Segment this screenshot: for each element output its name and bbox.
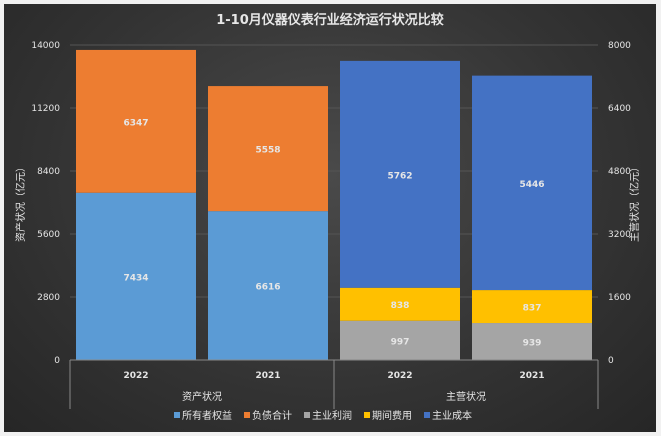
legend-swatch bbox=[244, 412, 250, 418]
bar-所有者权益 bbox=[76, 192, 196, 360]
data-label: 5446 bbox=[519, 180, 544, 190]
bar-期间费用 bbox=[472, 290, 592, 324]
legend-swatch bbox=[174, 412, 180, 418]
legend-item: 主业利润 bbox=[312, 409, 352, 422]
y-left-tick-label: 0 bbox=[54, 356, 60, 366]
bar-负债合计 bbox=[208, 86, 328, 212]
y-right-tick-label: 8000 bbox=[608, 41, 631, 51]
x-category-label: 2021 bbox=[255, 371, 280, 381]
data-label: 939 bbox=[523, 339, 542, 349]
data-label: 6347 bbox=[123, 118, 148, 128]
x-group-label: 资产状况 bbox=[182, 390, 222, 403]
y-right-tick-label: 4800 bbox=[608, 167, 631, 177]
bar-所有者权益 bbox=[208, 211, 328, 360]
y-right-tick-label: 0 bbox=[608, 356, 614, 366]
legend-item: 负债合计 bbox=[252, 409, 292, 422]
y-axis-left-label: 资产状况（亿元） bbox=[14, 162, 27, 242]
x-category-label: 2021 bbox=[519, 371, 544, 381]
legend-item: 主业成本 bbox=[432, 409, 472, 422]
y-right-tick-label: 6400 bbox=[608, 104, 631, 114]
bar-主业利润 bbox=[472, 323, 592, 360]
y-left-tick-label: 5600 bbox=[37, 230, 60, 240]
legend-swatch bbox=[304, 412, 310, 418]
data-label: 837 bbox=[523, 304, 542, 314]
chart-area: 1-10月仪器仪表行业经济运行状况比较 资产状况（亿元） 主营状况（亿元） 74… bbox=[4, 4, 656, 432]
y-left-tick-label: 2800 bbox=[37, 293, 60, 303]
y-left-tick-label: 8400 bbox=[37, 167, 60, 177]
legend-swatch bbox=[424, 412, 430, 418]
y-right-tick-label: 3200 bbox=[608, 230, 631, 240]
x-category-label: 2022 bbox=[123, 371, 148, 381]
data-label: 838 bbox=[391, 301, 410, 311]
data-label: 997 bbox=[391, 337, 410, 347]
y-left-tick-label: 11200 bbox=[31, 104, 60, 114]
data-label: 5762 bbox=[387, 171, 412, 181]
legend-item: 所有者权益 bbox=[182, 409, 232, 422]
bar-负债合计 bbox=[76, 49, 196, 193]
y-axis-right-label: 主营状况（亿元） bbox=[628, 162, 641, 242]
y-left-tick-label: 14000 bbox=[31, 41, 60, 51]
bar-主业成本 bbox=[340, 60, 460, 288]
chart-title: 1-10月仪器仪表行业经济运行状况比较 bbox=[216, 12, 444, 28]
data-label: 7434 bbox=[123, 273, 148, 283]
legend-swatch bbox=[364, 412, 370, 418]
bar-期间费用 bbox=[340, 287, 460, 321]
y-right-tick-label: 1600 bbox=[608, 293, 631, 303]
bar-主业利润 bbox=[340, 320, 460, 360]
x-category-label: 2022 bbox=[387, 371, 412, 381]
chart-svg: 1-10月仪器仪表行业经济运行状况比较 资产状况（亿元） 主营状况（亿元） 74… bbox=[14, 12, 641, 422]
x-group-label: 主营状况 bbox=[446, 390, 486, 403]
legend-item: 期间费用 bbox=[372, 409, 412, 422]
data-label: 5558 bbox=[255, 146, 280, 156]
bar-主业成本 bbox=[472, 75, 592, 291]
data-label: 6616 bbox=[255, 283, 280, 293]
